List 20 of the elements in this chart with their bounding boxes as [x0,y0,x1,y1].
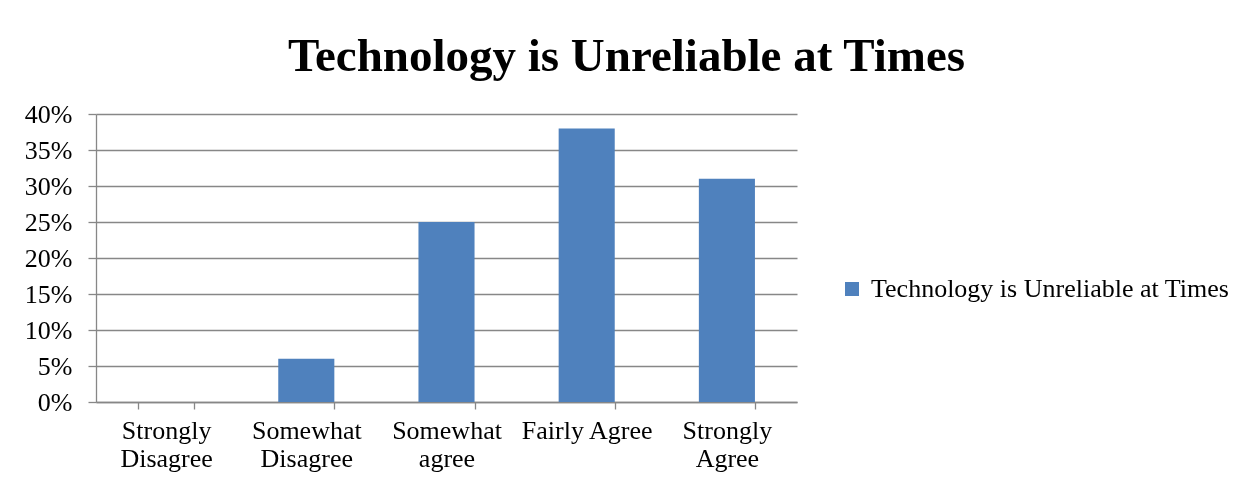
y-tick-label: 0% [37,387,73,417]
bar [278,358,335,402]
bar [558,128,615,402]
chart-title: Technology is Unreliable at Times [287,29,966,81]
y-tick-label: 10% [24,315,73,345]
x-tick-label: Strongly Disagree [120,415,213,473]
x-tick-label: Fairly Agree [521,415,653,445]
y-tick-label: 25% [24,207,73,237]
x-tick-label: Strongly Agree [682,415,773,473]
y-tick-label: 20% [24,243,73,273]
y-tick-label: 5% [37,351,73,381]
x-tick-label: Somewhat agree [392,415,503,473]
bar [698,178,755,402]
y-tick-label: 40% [24,99,73,129]
y-tick-label: 30% [24,171,73,201]
x-tick-label: Somewhat Disagree [251,415,363,473]
y-tick-label: 15% [24,279,73,309]
y-tick-label: 35% [24,135,73,165]
bar [418,222,475,402]
legend-label: Technology is Unreliable at Times [871,274,1229,303]
